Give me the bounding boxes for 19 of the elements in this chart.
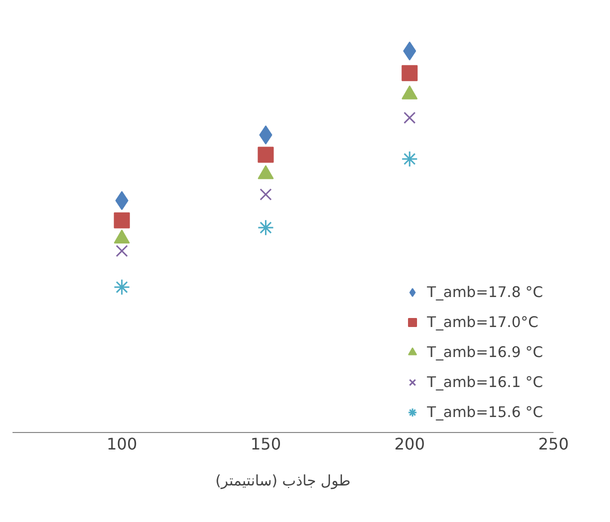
legend-label: T_amb=16.1 °C [427, 374, 543, 390]
point [114, 278, 130, 296]
x-axis-title: طول جاذب (سانتیمتر) [215, 472, 351, 490]
point [401, 150, 418, 168]
x-tick-label: 150 [250, 434, 282, 454]
point [114, 212, 130, 228]
x-tick-label: 250 [538, 434, 569, 454]
point [257, 219, 274, 236]
point [260, 188, 272, 201]
legend-label: T_amb=15.6 °C [427, 404, 543, 420]
point [258, 146, 274, 163]
legend-label: T_amb=17.8 °C [427, 284, 543, 300]
point [404, 112, 416, 124]
x-tick-label: 100 [106, 434, 138, 454]
legend-label: T_amb=17.0°C [427, 314, 538, 330]
point [116, 244, 128, 257]
point [402, 65, 418, 82]
legend-label: T_amb=16.9 °C [427, 344, 543, 360]
x-tick-label: 200 [394, 434, 425, 454]
